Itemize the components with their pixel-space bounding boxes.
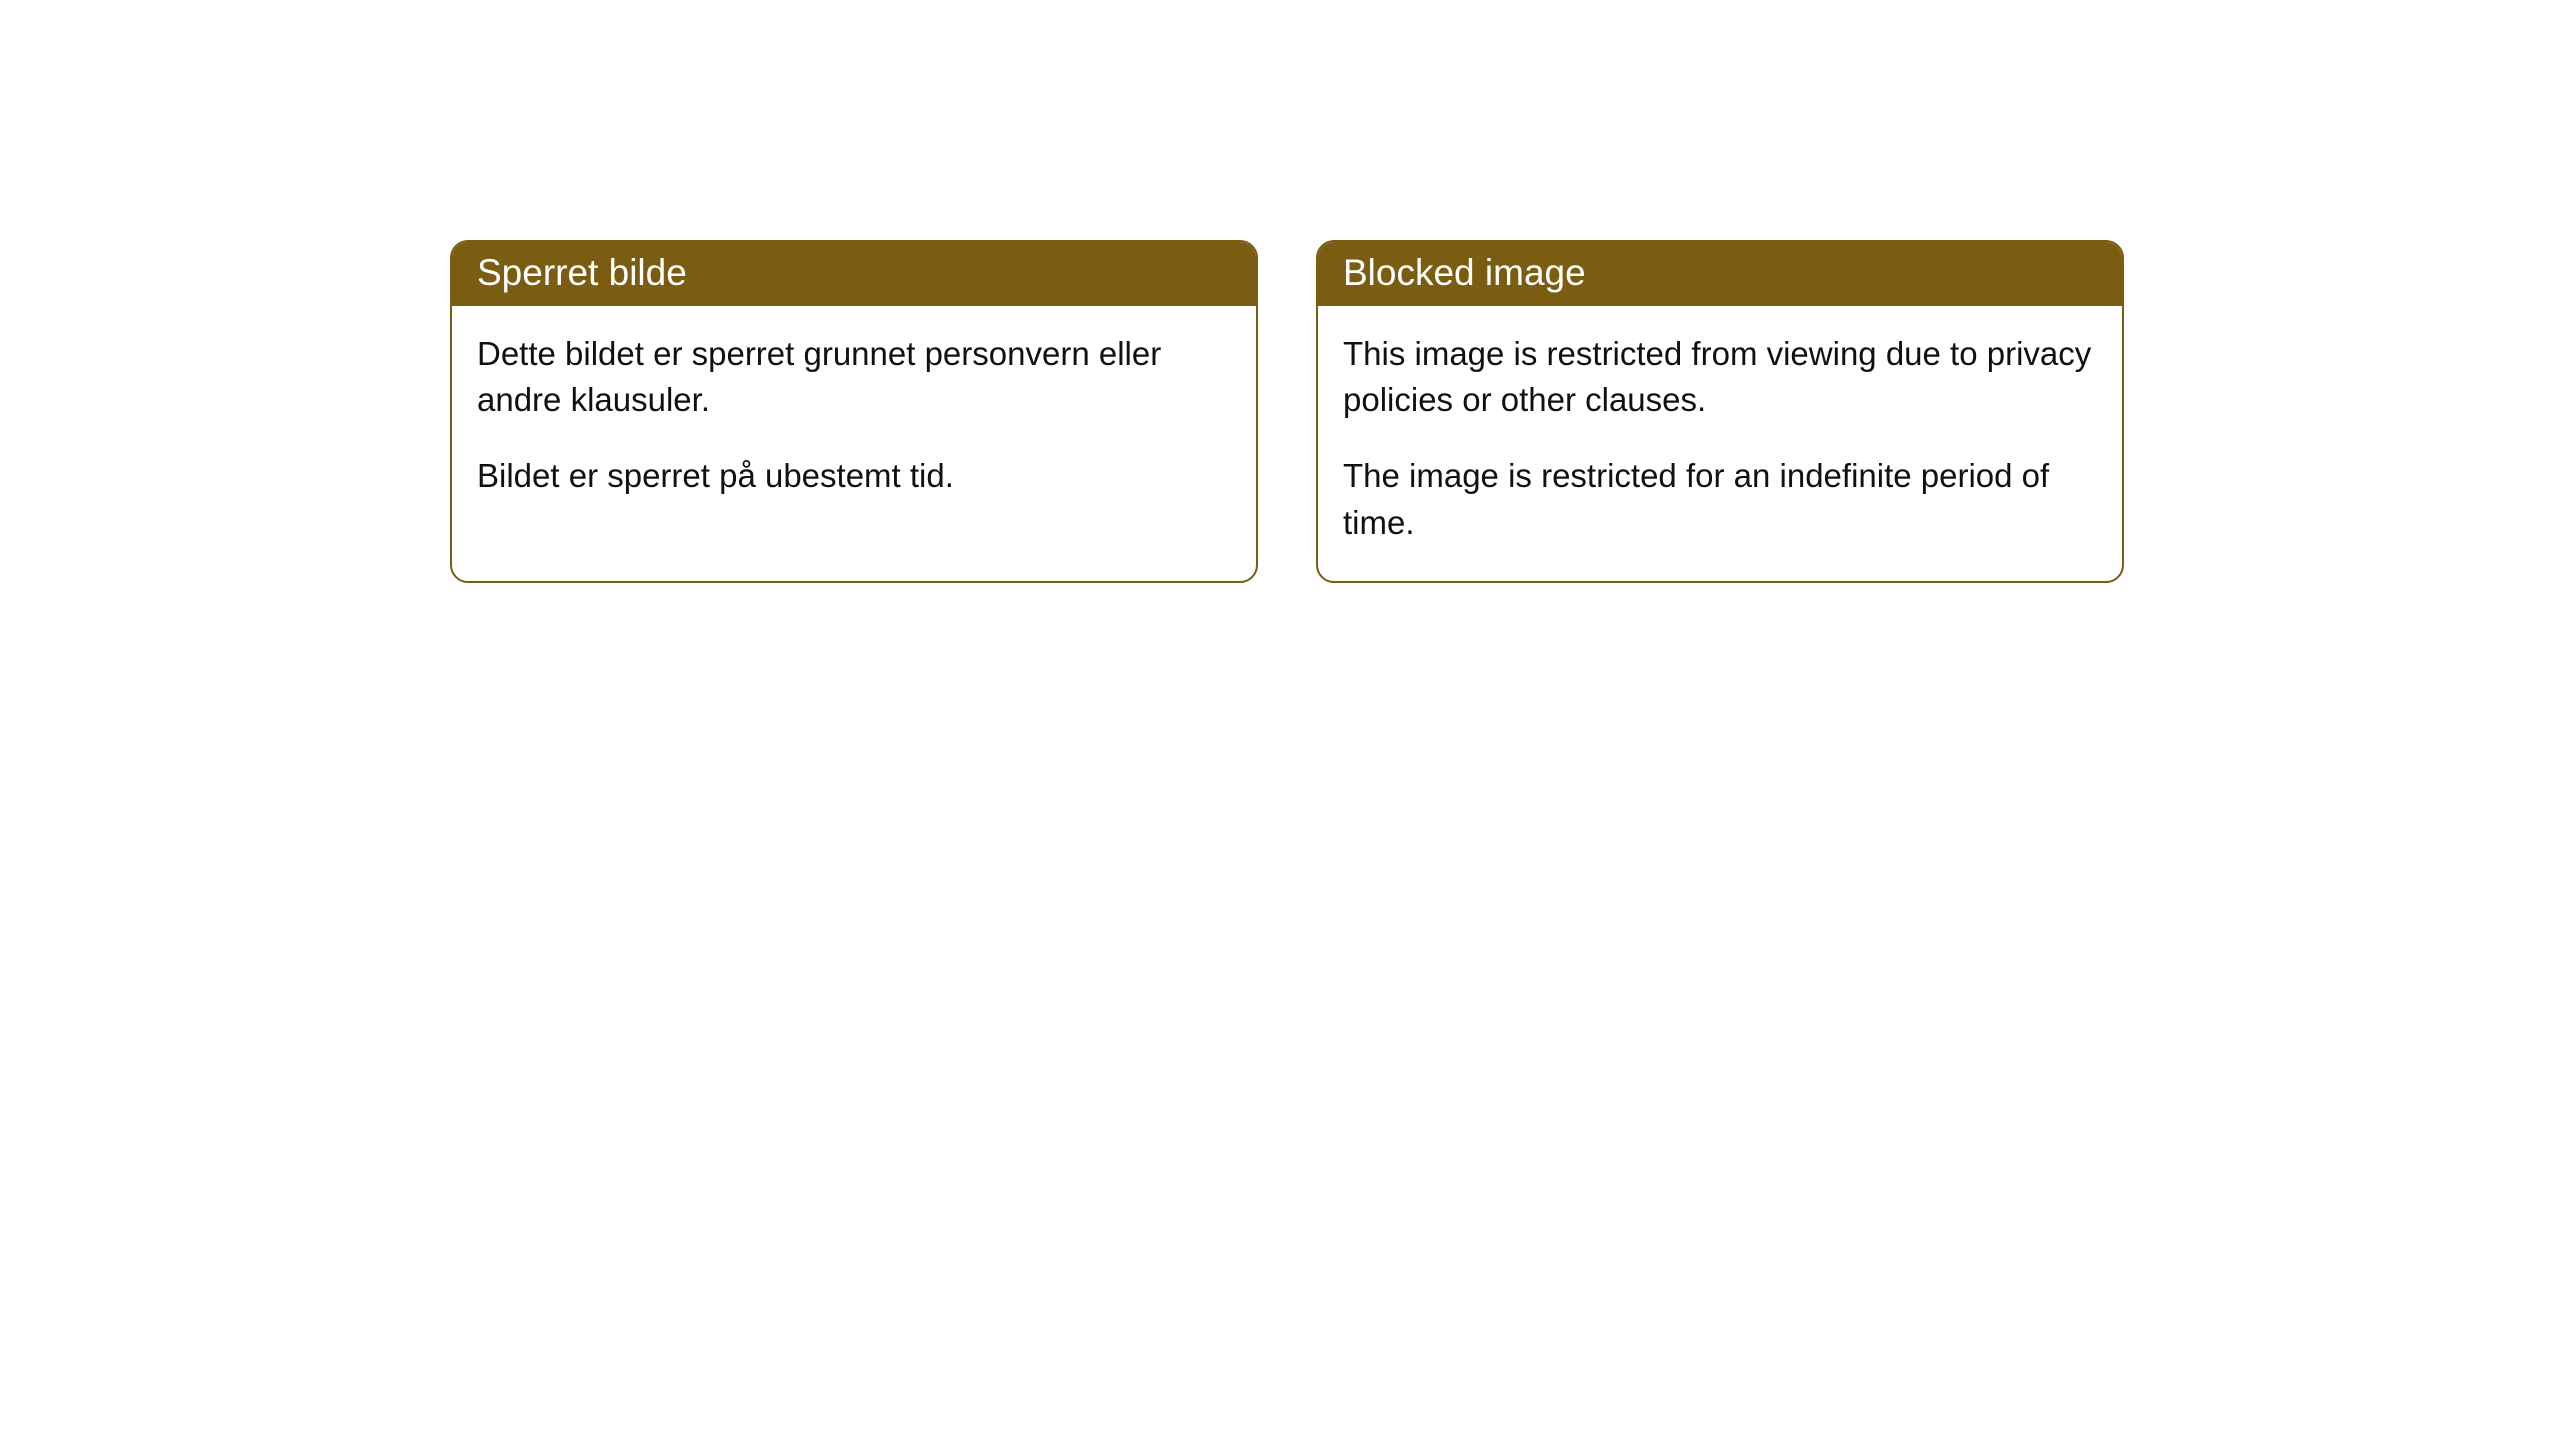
card-paragraph: This image is restricted from viewing du… xyxy=(1343,331,2097,423)
card-paragraph: Dette bildet er sperret grunnet personve… xyxy=(477,331,1231,423)
notice-card-norwegian: Sperret bilde Dette bildet er sperret gr… xyxy=(450,240,1258,583)
card-header: Blocked image xyxy=(1318,242,2122,306)
notice-card-english: Blocked image This image is restricted f… xyxy=(1316,240,2124,583)
card-body: This image is restricted from viewing du… xyxy=(1318,306,2122,581)
card-paragraph: The image is restricted for an indefinit… xyxy=(1343,453,2097,545)
notice-cards-container: Sperret bilde Dette bildet er sperret gr… xyxy=(450,240,2560,583)
card-title: Blocked image xyxy=(1343,252,1586,293)
card-body: Dette bildet er sperret grunnet personve… xyxy=(452,306,1256,535)
card-title: Sperret bilde xyxy=(477,252,687,293)
card-header: Sperret bilde xyxy=(452,242,1256,306)
card-paragraph: Bildet er sperret på ubestemt tid. xyxy=(477,453,1231,499)
